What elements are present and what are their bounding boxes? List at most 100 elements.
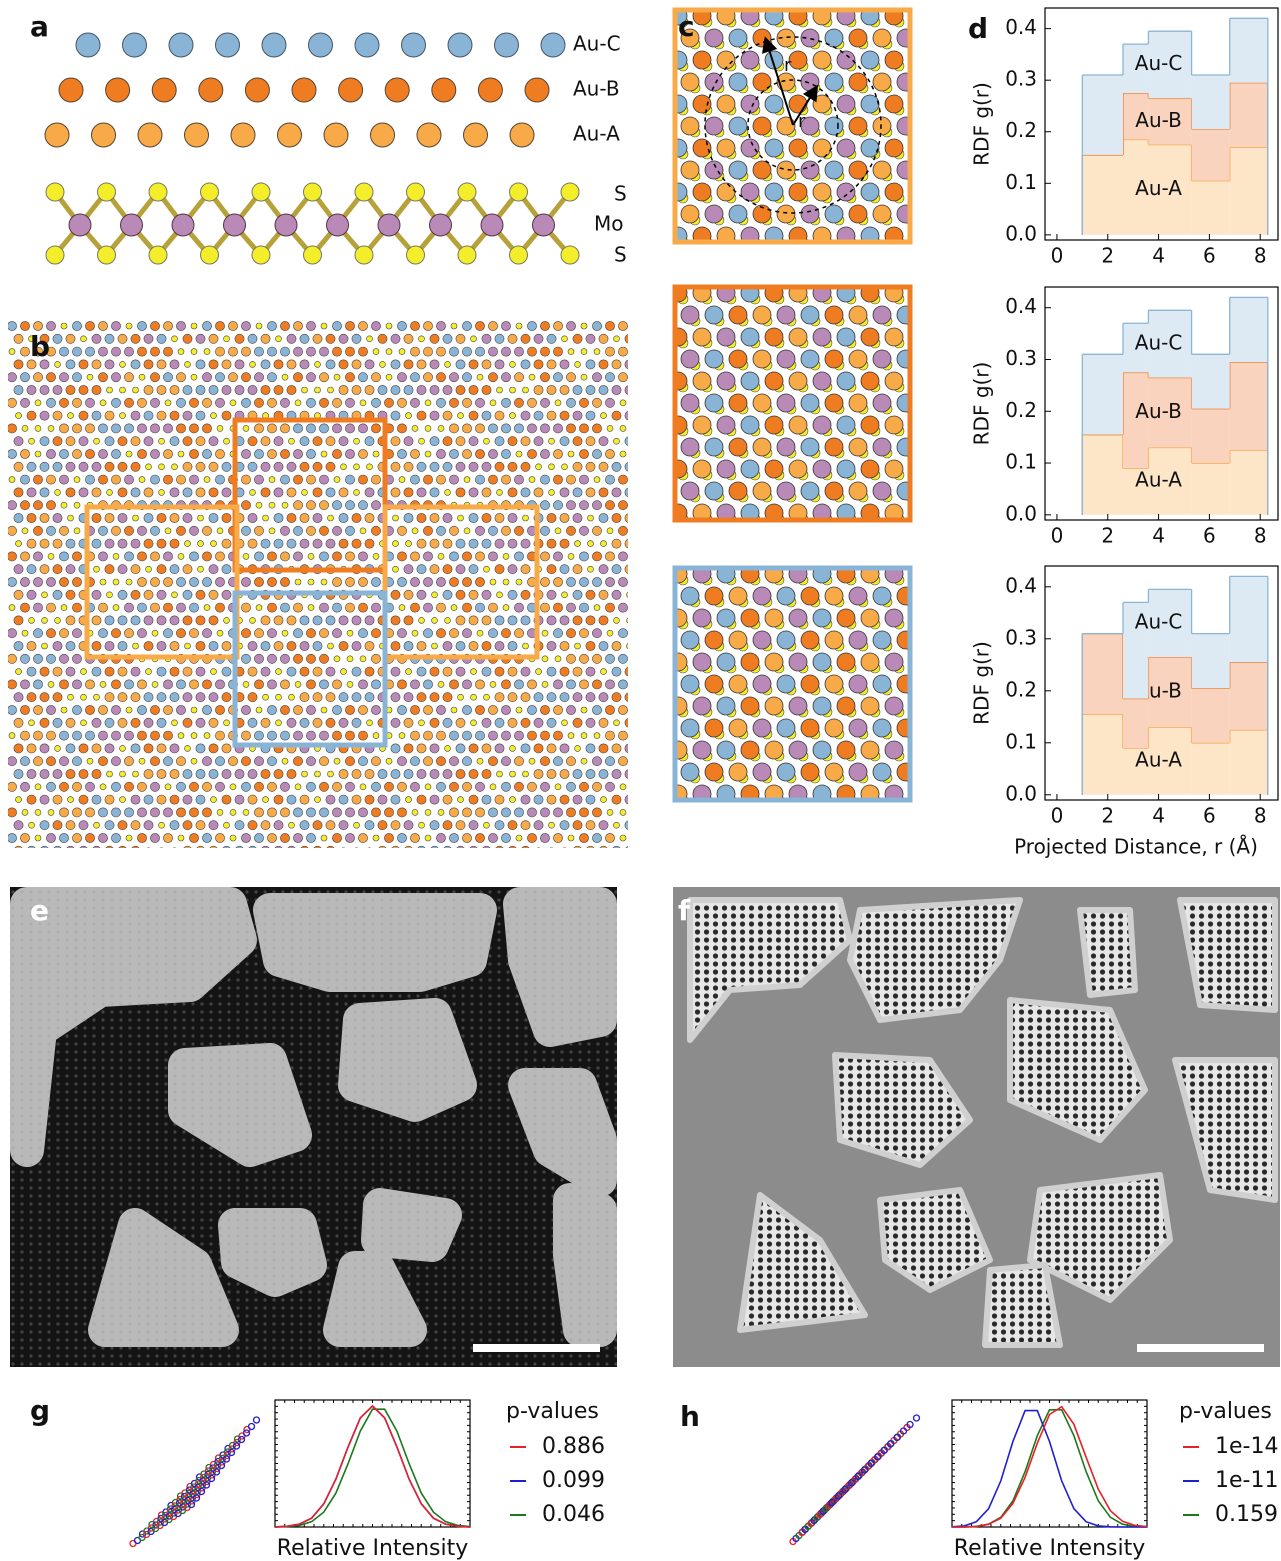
atom	[281, 501, 289, 509]
atom	[429, 538, 440, 549]
atom	[860, 652, 880, 672]
atom	[301, 770, 308, 778]
atom	[618, 474, 628, 485]
atom	[65, 385, 76, 395]
atom	[65, 641, 76, 651]
series-label: Au-C	[1135, 51, 1183, 75]
atom	[475, 833, 485, 843]
atom	[896, 204, 910, 224]
atom	[403, 564, 414, 575]
atom	[333, 373, 341, 381]
atom	[72, 551, 82, 562]
atom	[130, 589, 141, 600]
atom	[896, 586, 910, 606]
atom	[397, 679, 407, 690]
atom	[260, 538, 271, 549]
atom	[598, 615, 609, 626]
atom	[403, 820, 414, 831]
atom	[598, 487, 609, 498]
atom	[235, 845, 244, 848]
atom	[455, 769, 466, 779]
atom	[424, 834, 432, 842]
atom	[507, 692, 518, 703]
atom	[580, 322, 588, 330]
atom	[39, 564, 50, 575]
atom	[338, 692, 349, 703]
atom	[592, 756, 602, 767]
atom	[546, 359, 557, 370]
atom	[598, 692, 609, 703]
atom	[424, 399, 432, 407]
atom	[137, 781, 147, 792]
atom	[358, 474, 368, 485]
atom	[73, 501, 81, 509]
bar-segment	[1229, 362, 1268, 451]
atom-column	[242, 1429, 251, 1437]
atom	[520, 743, 531, 754]
atom	[293, 653, 303, 664]
atom	[462, 577, 472, 587]
atom	[333, 757, 341, 765]
atom	[47, 809, 55, 816]
atom	[390, 666, 401, 677]
atom	[585, 794, 596, 805]
atom	[137, 122, 163, 148]
atom	[104, 333, 115, 344]
atom	[740, 503, 760, 520]
y-tick-label: 0.4	[1005, 573, 1037, 597]
atom	[475, 730, 485, 741]
atom	[247, 820, 258, 831]
atom	[177, 348, 185, 355]
atom	[442, 641, 453, 651]
atom	[202, 397, 212, 408]
atom	[341, 847, 346, 848]
atom	[345, 525, 355, 536]
lattice	[8, 321, 628, 848]
atom	[325, 538, 336, 549]
atom	[364, 666, 375, 677]
stem-image	[10, 887, 617, 1367]
atom	[138, 757, 146, 765]
atom	[92, 845, 101, 848]
atom	[21, 629, 29, 637]
atom	[150, 346, 160, 357]
atom	[143, 743, 154, 754]
atom	[626, 643, 628, 649]
atom	[600, 540, 607, 547]
atom	[26, 794, 37, 805]
atom	[190, 373, 198, 381]
atom	[169, 692, 180, 703]
atom	[273, 641, 284, 651]
atom	[436, 577, 446, 587]
atom	[509, 182, 528, 202]
atom	[692, 652, 712, 672]
atom	[20, 653, 30, 664]
atom	[280, 781, 290, 792]
atom	[242, 809, 250, 816]
atom	[345, 756, 355, 767]
atom	[241, 756, 251, 767]
atom	[346, 681, 354, 688]
atom	[59, 423, 69, 434]
bar-segment	[1123, 44, 1149, 94]
atom	[182, 410, 193, 421]
atom	[137, 525, 147, 536]
atom	[384, 77, 410, 103]
atom	[34, 450, 42, 458]
atom	[91, 333, 102, 344]
atom	[918, 795, 928, 805]
atom	[494, 615, 505, 626]
atom	[202, 551, 212, 562]
atom	[764, 459, 784, 479]
bar-segment	[1229, 662, 1268, 730]
atom	[600, 796, 607, 803]
atom	[463, 476, 471, 483]
atom	[338, 513, 349, 523]
legend-label: 0.886	[542, 1434, 605, 1459]
atom	[52, 794, 63, 805]
atom	[169, 487, 180, 498]
atom	[301, 386, 308, 394]
series-label: Au-B	[1135, 399, 1182, 423]
atom	[559, 436, 570, 447]
atom	[872, 393, 892, 413]
